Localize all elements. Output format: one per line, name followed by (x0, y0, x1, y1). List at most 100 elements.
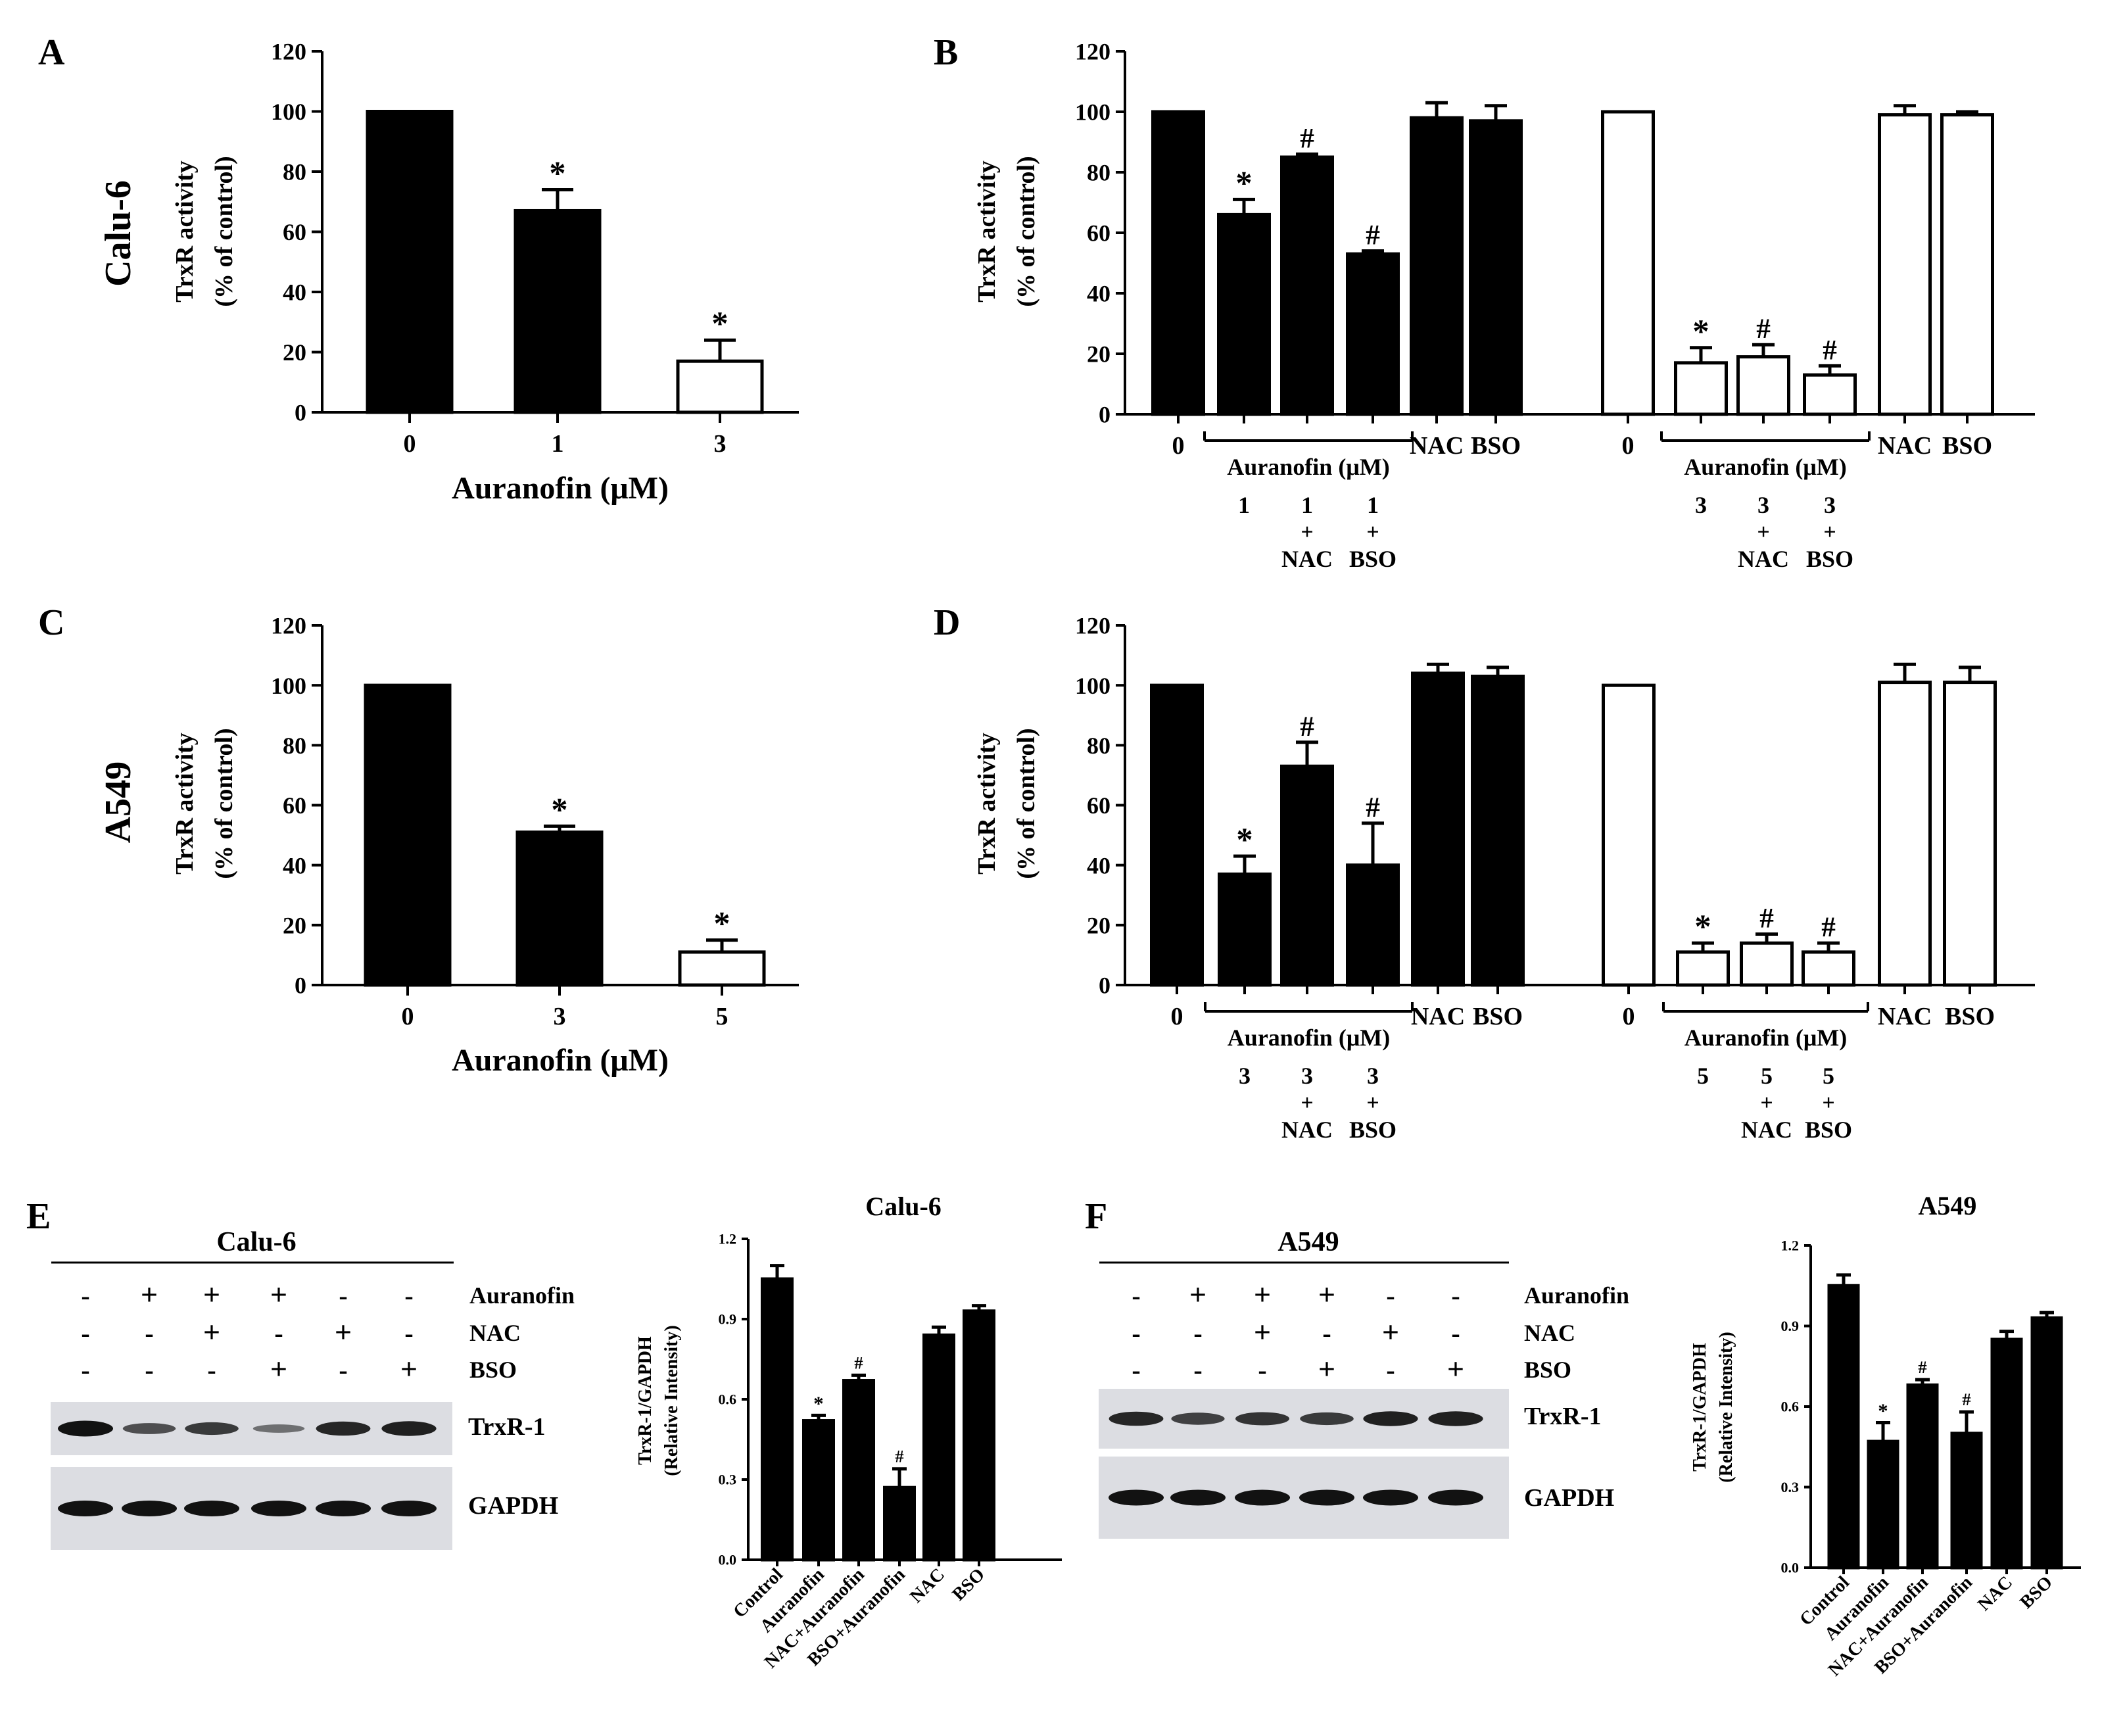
band-label: GAPDH (1524, 1484, 1614, 1512)
treatment-plus: + (1318, 1352, 1335, 1386)
bar (761, 1277, 794, 1562)
bar (883, 1485, 916, 1562)
bar (1990, 1338, 2023, 1570)
bar (1943, 681, 1997, 987)
protein-band (122, 1423, 176, 1434)
dose-label: 3 (1239, 1063, 1251, 1089)
significance-star: * (711, 305, 728, 342)
plus-sign: + (1301, 520, 1313, 544)
x-tick-label: NAC (1974, 1572, 2017, 1615)
bar (1280, 155, 1334, 416)
significance-hash: # (1823, 335, 1837, 366)
treatment-minus: - (1132, 1281, 1140, 1311)
treatment-minus: - (1193, 1355, 1202, 1385)
x-tick-label: NAC (906, 1564, 949, 1607)
significance-hash: # (1918, 1357, 1926, 1377)
y-tick-label: 20 (1087, 912, 1110, 938)
y-tick-label: 40 (1087, 281, 1110, 307)
x-tick-label: BSO (2016, 1572, 2057, 1613)
additive-label: NAC (1738, 546, 1789, 572)
treatment-minus: - (1132, 1318, 1140, 1348)
significance-star: * (813, 1392, 823, 1414)
bar (1280, 764, 1334, 987)
bar (1878, 113, 1932, 416)
chart-panel-F: 0.0 0.3 0.6 0.9 1.2 * # # TrxR-1/GAPDH (Relative … (1690, 1191, 2081, 1680)
protein-band (1170, 1489, 1226, 1506)
x-tick-label: BSO (948, 1564, 989, 1605)
chart-panel-C: 0 20 40 60 80 100 120 * * TrxR activity (% of cont… (171, 613, 799, 1078)
dose-label: 3 (1695, 492, 1707, 518)
additive-label: BSO (1805, 1117, 1852, 1143)
y-tick-label: 0.9 (1781, 1318, 1800, 1334)
protein-band (122, 1501, 177, 1516)
treatment-plus: + (1254, 1278, 1271, 1311)
row-label-a549: A549 (98, 761, 139, 843)
protein-band (1300, 1412, 1354, 1426)
x-tick-label: NAC (1878, 1003, 1932, 1030)
treatment-minus: - (1322, 1318, 1331, 1348)
bar (1469, 119, 1523, 416)
treatment-minus: - (81, 1281, 89, 1311)
y-tick-label: 0.3 (719, 1472, 737, 1488)
bar (1151, 110, 1205, 416)
bar (1410, 116, 1464, 416)
significance-hash: # (1300, 123, 1314, 154)
treatment-minus: - (404, 1281, 413, 1311)
protein-band (1299, 1489, 1354, 1506)
y-axis-label: TrxR activity (171, 733, 199, 875)
y-tick-label: 0 (295, 973, 306, 999)
y-tick-label: 1.2 (1781, 1238, 1800, 1254)
dose-label: 3 (1367, 1063, 1379, 1089)
x-tick-label: 3 (714, 430, 727, 458)
treatment-label: BSO (1524, 1357, 1571, 1383)
additive-label: BSO (1806, 546, 1853, 572)
protein-band (316, 1421, 371, 1436)
additive-label: BSO (1349, 1117, 1397, 1143)
plus-sign: + (1823, 520, 1836, 544)
plus-sign: + (1366, 1091, 1379, 1115)
y-tick-label: 0.0 (1781, 1560, 1800, 1576)
group-label: Auranofin (μM) (1228, 1025, 1390, 1051)
treatment-plus: + (203, 1278, 220, 1311)
western-blot-F: A549 - + + + - - Auranofin - - + - + - NAC - - - + - + BSO Trx… (1099, 1227, 1629, 1539)
significance-star: * (551, 791, 567, 828)
x-axis-label: Auranofin (μM) (452, 1043, 669, 1078)
y-axis-label: (% of control) (1013, 156, 1040, 306)
dose-label: 3 (1824, 492, 1836, 518)
significance-hash: # (1756, 314, 1771, 345)
significance-hash: # (895, 1447, 903, 1466)
treatment-minus: - (1193, 1318, 1202, 1348)
y-tick-label: 0.6 (719, 1391, 737, 1408)
y-tick-label: 80 (1087, 733, 1110, 759)
row-label-calu6: Calu-6 (98, 180, 139, 287)
y-tick-label: 100 (1075, 673, 1110, 699)
treatment-minus: - (1451, 1281, 1460, 1311)
y-tick-label: 60 (1087, 220, 1110, 247)
treatment-minus: - (145, 1318, 153, 1348)
protein-band (316, 1501, 371, 1516)
protein-band (252, 1424, 305, 1433)
treatment-plus: + (1318, 1278, 1335, 1311)
dose-label: 5 (1697, 1063, 1709, 1089)
bar (1803, 373, 1857, 416)
bar (1676, 950, 1730, 987)
bar (1471, 674, 1525, 987)
bar (802, 1419, 835, 1562)
significance-star: * (1694, 908, 1711, 945)
panel-label-C: C (38, 602, 64, 643)
panel-label-F: F (1085, 1196, 1107, 1237)
bar (963, 1309, 995, 1562)
group-label: Auranofin (μM) (1684, 454, 1846, 480)
treatment-minus: - (1386, 1355, 1395, 1385)
significance-star: * (1878, 1400, 1888, 1422)
treatment-label: NAC (469, 1320, 521, 1346)
y-tick-label: 40 (1087, 852, 1110, 879)
x-tick-label: BSO (1942, 432, 1992, 460)
y-tick-label: 0 (1099, 402, 1110, 428)
dose-label: 5 (1761, 1063, 1773, 1089)
bar (1601, 110, 1655, 416)
protein-band (1109, 1411, 1164, 1426)
protein-band (58, 1501, 113, 1516)
treatment-plus: + (270, 1278, 287, 1311)
